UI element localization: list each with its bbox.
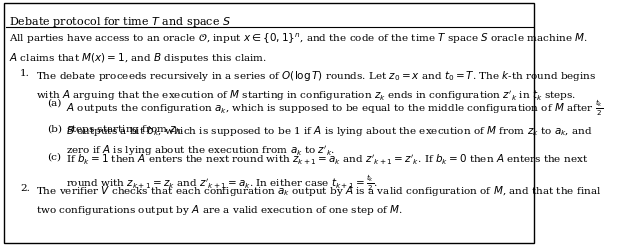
Text: $B$ outputs a bit $b_k$, which is supposed to be 1 if $A$ is lying about the exe: $B$ outputs a bit $b_k$, which is suppos… <box>66 124 592 158</box>
Text: 2.: 2. <box>20 184 30 193</box>
Text: (c): (c) <box>47 153 61 162</box>
Text: If $b_k = 1$ then $A$ enters the next round with $z_{k+1} = a_k$ and $z'_{k+1} =: If $b_k = 1$ then $A$ enters the next ro… <box>66 153 588 193</box>
Text: (a): (a) <box>47 99 61 108</box>
Text: $A$ claims that $M(x) = 1$, and $B$ disputes this claim.: $A$ claims that $M(x) = 1$, and $B$ disp… <box>10 51 268 65</box>
FancyBboxPatch shape <box>4 3 534 243</box>
Text: All parties have access to an oracle $\mathcal{O}$, input $x \in \{0,1\}^n$, and: All parties have access to an oracle $\m… <box>10 32 588 46</box>
Text: (b): (b) <box>47 124 62 133</box>
Text: $A$ outputs the configuration $a_k$, which is supposed to be equal to the middle: $A$ outputs the configuration $a_k$, whi… <box>66 99 603 136</box>
Text: The verifier $V$ checks that each configuration $a_k$ output by $A$ is a valid c: The verifier $V$ checks that each config… <box>36 184 602 217</box>
Text: The debate proceeds recursively in a series of $O(\log T)$ rounds. Let $z_0 = x$: The debate proceeds recursively in a ser… <box>36 69 596 103</box>
Text: 1.: 1. <box>20 69 30 78</box>
Text: Debate protocol for time $T$ and space $S$: Debate protocol for time $T$ and space $… <box>10 15 231 29</box>
